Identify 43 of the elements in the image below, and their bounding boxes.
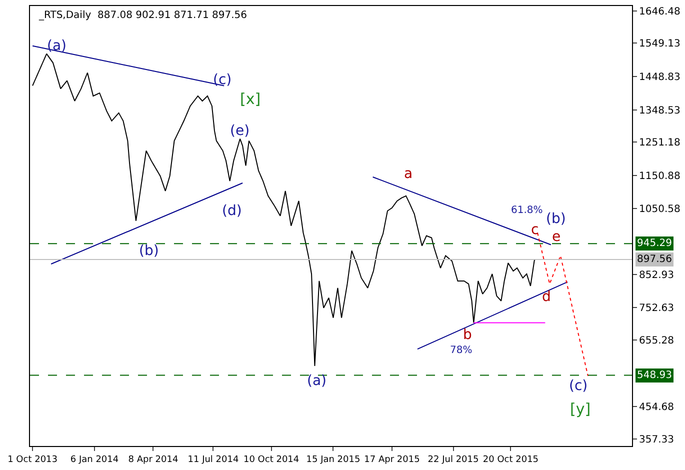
annotation: [y] [570, 400, 591, 418]
y-tick-label: 655.28 [639, 335, 674, 346]
x-tick-label: 1 Oct 2013 [8, 454, 58, 465]
annotation: b [463, 327, 472, 343]
annotation: [x] [240, 90, 261, 108]
y-tick-label: 1251.18 [639, 138, 680, 149]
annotation: (c) [569, 378, 588, 394]
ref-line-label: 945.29 [637, 238, 672, 249]
y-tick-label: 852.93 [639, 270, 674, 281]
x-tick-label: 10 Oct 2014 [243, 454, 300, 465]
annotation: a [404, 166, 413, 182]
x-tick-label: 20 Oct 2015 [482, 454, 539, 465]
x-tick-label: 11 Jul 2014 [188, 454, 239, 465]
y-tick-label: 1348.53 [639, 105, 680, 116]
y-tick-label: 454.68 [639, 402, 674, 414]
y-tick-label: 357.33 [639, 434, 674, 446]
y-tick-label: 1050.58 [639, 204, 680, 216]
annotation: (e) [230, 123, 250, 139]
annotation: (b) [546, 211, 566, 227]
line-series [537, 232, 588, 376]
y-tick-label: 1549.13 [639, 38, 680, 50]
annotation: (c) [213, 72, 232, 88]
y-tick-label: 1646.48 [639, 6, 680, 18]
annotation: (a) [307, 373, 327, 389]
annotation: c [531, 222, 539, 238]
chart-title: _RTS,Daily 887.08 902.91 871.71 897.56 [38, 10, 248, 21]
y-tick-label: 1448.83 [639, 72, 680, 83]
annotation: (b) [139, 243, 159, 259]
ref-line-label: 897.56 [637, 254, 672, 265]
annotation: (a) [47, 38, 67, 54]
annotation: 78% [450, 345, 472, 356]
y-tick-label: 1150.88 [639, 170, 680, 182]
x-tick-label: 8 Apr 2014 [128, 454, 178, 465]
annotation: e [552, 229, 561, 245]
x-tick-label: 6 Jan 2014 [70, 454, 119, 465]
ref-line-label: 548.93 [637, 370, 672, 381]
x-tick-label: 15 Jan 2015 [306, 454, 360, 465]
annotation: 61.8% [511, 205, 543, 216]
x-tick-label: 22 Jul 2015 [428, 454, 479, 465]
x-tick-label: 17 Apr 2015 [364, 454, 420, 465]
y-tick-label: 752.63 [639, 303, 674, 314]
annotation: (d) [222, 203, 242, 219]
annotation: d [542, 289, 551, 305]
